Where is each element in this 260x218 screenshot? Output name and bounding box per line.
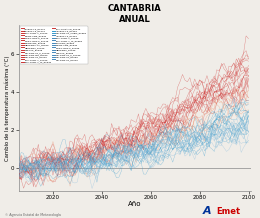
- Text: Emet: Emet: [216, 207, 240, 216]
- Title: CANTABRIA
ANUAL: CANTABRIA ANUAL: [108, 4, 162, 24]
- Text: © Agencia Estatal de Meteorología: © Agencia Estatal de Meteorología: [5, 213, 61, 217]
- Legend: ACCESS1-0_RCP45, ACCESS1-3_RCP45, BCC-CSM1.1_RCP45, CNRM-CM5_RCP45, CSIRO-MK3.6_: ACCESS1-0_RCP45, ACCESS1-3_RCP45, BCC-CS…: [20, 26, 88, 65]
- X-axis label: Año: Año: [128, 201, 142, 207]
- Text: A: A: [203, 206, 211, 216]
- Y-axis label: Cambio de la temperatura máxima (°C): Cambio de la temperatura máxima (°C): [4, 55, 10, 161]
